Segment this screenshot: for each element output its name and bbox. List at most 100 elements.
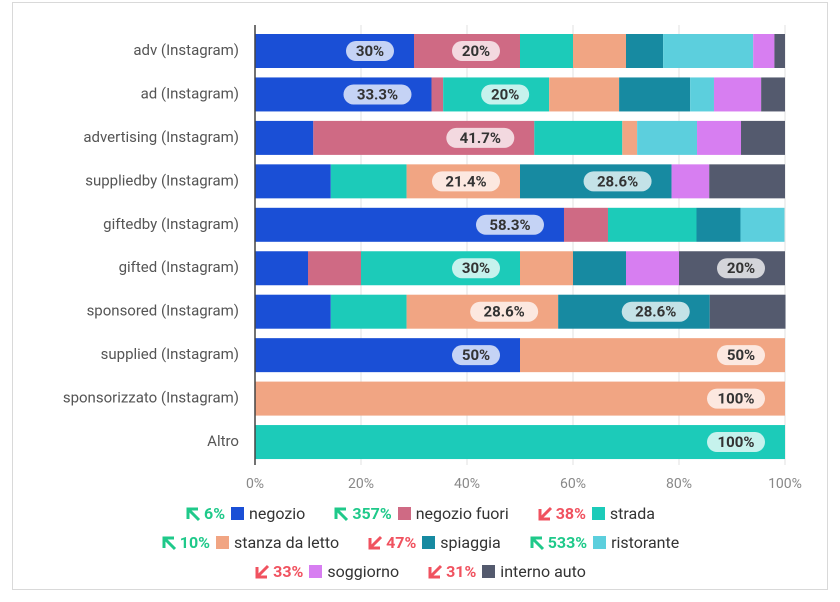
x-tick-label: 60% <box>560 476 586 492</box>
bar-segment <box>255 164 331 199</box>
category-label: ad (Instagram) <box>141 84 239 102</box>
legend-label: soggiorno <box>327 562 400 581</box>
value-label-bg <box>346 41 394 61</box>
bar-segment <box>637 120 698 155</box>
value-label-bg <box>717 345 765 366</box>
legend-swatch <box>215 536 229 549</box>
value-label: 20% <box>462 42 490 60</box>
bar-segment <box>663 34 754 68</box>
legend-label: interno auto <box>500 562 586 581</box>
value-label-bg <box>475 214 544 235</box>
legend-row: 10% stanza da letto 47% spiaggia 533% ristora… <box>0 528 840 557</box>
category-label: sponsorizzato (Instagram) <box>63 389 239 407</box>
legend-item[interactable]: 33% soggiorno <box>254 562 399 581</box>
legend-change: 10% <box>179 533 210 552</box>
arrow-path <box>538 506 552 520</box>
bar-segment <box>622 120 638 155</box>
legend-item[interactable]: 47% spiaggia <box>367 533 501 552</box>
bar-segment <box>761 77 785 112</box>
arrow-path <box>186 507 201 521</box>
value-label-bg <box>583 171 652 192</box>
value-label: 20% <box>727 259 755 277</box>
bar-segment <box>671 164 710 199</box>
category-label: suppliedby (Instagram) <box>85 171 239 189</box>
bar-segment <box>520 34 573 68</box>
legend-swatch <box>231 507 245 520</box>
arrow-path <box>255 564 270 578</box>
value-label-bg <box>452 258 500 279</box>
value-label-bg <box>707 432 765 453</box>
value-label-bg <box>432 171 500 192</box>
bar-segment <box>697 120 742 155</box>
bar-segment <box>713 77 762 112</box>
x-tick-label: 0% <box>246 476 264 492</box>
bar-segment <box>696 207 741 242</box>
category-label: Altro <box>207 432 239 450</box>
legend-item[interactable]: 10% stanza da letto <box>161 533 339 552</box>
arrow-path <box>334 507 349 521</box>
value-label-bg <box>343 84 412 105</box>
legend-change: 357% <box>352 504 392 523</box>
trend-arrow <box>334 507 349 521</box>
legend-change: 47% <box>386 533 417 552</box>
bar-segment <box>709 294 786 329</box>
x-tick-label: 40% <box>454 476 480 492</box>
value-label: 21.4% <box>445 172 486 190</box>
category-label: adv (Instagram) <box>133 41 239 59</box>
bar-segment <box>626 251 679 286</box>
trend-arrow <box>530 536 544 550</box>
category-label: sponsored (Instagram) <box>87 302 239 320</box>
bar-segment <box>308 251 361 286</box>
category-label: supplied (Instagram) <box>101 345 239 363</box>
value-label: 50% <box>462 346 490 364</box>
value-label-bg <box>621 301 690 322</box>
trend-arrow <box>538 506 552 520</box>
bar-segment <box>255 381 785 416</box>
value-label: 41.7% <box>460 129 501 147</box>
value-label: 58.3% <box>489 216 530 234</box>
legend-item[interactable]: 533% ristorante <box>529 533 680 552</box>
value-label-bg <box>707 388 765 409</box>
arrow-path <box>530 536 544 550</box>
legend-swatch <box>397 507 411 520</box>
arrow-path <box>162 536 176 550</box>
legend-change: 33% <box>273 562 304 581</box>
trend-arrow <box>255 564 270 578</box>
bar-segment <box>774 34 785 68</box>
bar-segment <box>431 77 444 112</box>
value-label: 20% <box>491 85 519 103</box>
value-label: 30% <box>462 259 490 277</box>
legend-item[interactable]: 31% interno auto <box>427 562 586 581</box>
x-tick-label: 80% <box>666 476 692 492</box>
bar-segment <box>573 34 626 68</box>
bar-segment <box>753 34 775 68</box>
legend-item[interactable]: 357% negozio fuori <box>333 504 509 523</box>
value-label: 28.6% <box>597 172 638 190</box>
bar-segment <box>330 164 407 199</box>
legend-swatch <box>482 565 496 578</box>
legend-item[interactable]: 6% negozio <box>185 504 305 523</box>
category-label: gifted (Instagram) <box>119 258 239 276</box>
arrow-path <box>428 564 443 578</box>
legend-change: 533% <box>547 533 588 552</box>
legend-row: 6% negozio 357% negozio fuori 38% strada <box>0 499 840 528</box>
legend-label: negozio fuori <box>415 504 509 523</box>
legend-item[interactable]: 38% strada <box>537 504 655 523</box>
legend-swatch <box>591 507 605 520</box>
bar-segment <box>563 207 608 242</box>
legend: 6% negozio 357% negozio fuori 38% strada 10% st… <box>0 499 840 586</box>
legend-label: ristorante <box>611 533 680 552</box>
bar-segment <box>255 294 331 329</box>
value-label: 28.6% <box>635 303 676 321</box>
value-label-bg <box>452 345 500 366</box>
value-label: 100% <box>718 433 755 451</box>
value-label: 33.3% <box>357 85 398 103</box>
legend-change: 31% <box>446 562 477 581</box>
bar-segment <box>520 251 573 286</box>
bar-segment <box>740 207 785 242</box>
bar-segment <box>255 251 308 286</box>
legend-swatch <box>422 536 436 549</box>
trend-arrow <box>368 535 383 549</box>
